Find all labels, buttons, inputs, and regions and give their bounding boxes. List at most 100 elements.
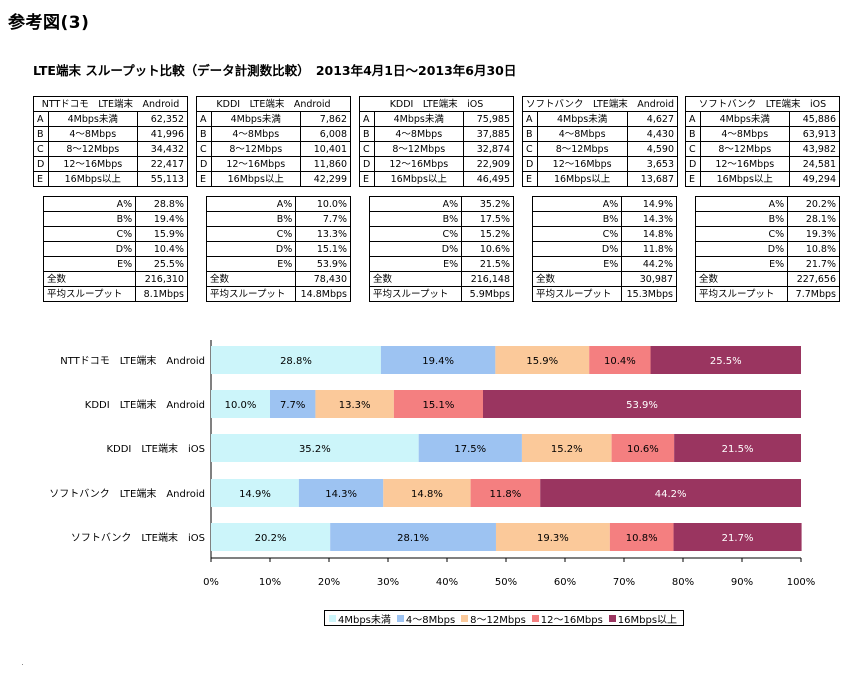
carrier-table-0: NTTドコモ LTE端末 Android A 4Mbps未満 62,352 B 4～8Mb… xyxy=(33,96,189,187)
table-row: 全数 216,310 xyxy=(42,271,188,287)
bar-segment xyxy=(521,434,612,462)
legend-label: 4～8Mbps xyxy=(405,614,456,626)
pct-label: E% xyxy=(205,256,297,272)
row-letter: E xyxy=(196,171,212,187)
pct-label: C% xyxy=(205,226,297,242)
carrier-table-1: KDDI LTE端末 Android A 4Mbps未満 7,862 B 4～8Mbps 6… xyxy=(196,96,352,187)
pct-label: B% xyxy=(694,211,789,227)
pct-value: 15.9% xyxy=(135,226,188,242)
table-row: D 12～16Mbps 22,417 xyxy=(33,156,189,172)
table-row: D% 10.4% xyxy=(42,241,188,257)
row-count: 6,008 xyxy=(299,126,352,142)
table-row: A% 35.2% xyxy=(368,196,514,212)
carrier-summary-3: A% 14.9% B% 14.3% C% 14.8% D% 11.8% E% 44.2% 全数 30,… xyxy=(531,196,677,302)
row-letter: E xyxy=(359,171,375,187)
bar-segment xyxy=(609,523,674,551)
row-range: 12～16Mbps xyxy=(47,156,138,172)
data-label: 10.8% xyxy=(626,533,658,544)
table-row: E% 25.5% xyxy=(42,256,188,272)
legend-swatch xyxy=(608,614,616,622)
row-count: 41,996 xyxy=(136,126,189,142)
table-row: 平均スループット 5.9Mbps xyxy=(368,286,514,302)
data-label: 19.4% xyxy=(422,356,454,367)
table-row: C 8～12Mbps 34,432 xyxy=(33,141,189,157)
table-row: D 12～16Mbps 3,653 xyxy=(522,156,678,172)
pct-value: 11.8% xyxy=(621,241,677,257)
row-range: 8～12Mbps xyxy=(210,141,301,157)
avg-label: 平均スループット xyxy=(694,286,789,302)
pct-value: 10.8% xyxy=(787,241,840,257)
carrier-summary-4: A% 20.2% B% 28.1% C% 19.3% D% 10.8% E% 21.7% 全数 227… xyxy=(694,196,840,302)
bar-segment xyxy=(482,390,801,418)
avg-label: 平均スループット xyxy=(368,286,463,302)
avg-value: 5.9Mbps xyxy=(461,286,514,302)
x-tick-label: 0% xyxy=(203,577,219,588)
pct-value: 14.3% xyxy=(621,211,677,227)
pct-label: D% xyxy=(42,241,137,257)
pct-label: C% xyxy=(531,226,623,242)
legend-item: 4Mbps未満 xyxy=(329,611,391,626)
data-label: 11.8% xyxy=(490,489,522,500)
row-range: 4Mbps未満 xyxy=(210,111,301,127)
page-dot xyxy=(22,664,23,665)
row-letter: A xyxy=(522,111,538,127)
row-range: 4～8Mbps xyxy=(373,126,464,142)
row-letter: D xyxy=(685,156,701,172)
pct-value: 19.3% xyxy=(787,226,840,242)
row-letter: D xyxy=(522,156,538,172)
total-label: 全数 xyxy=(531,271,623,287)
pct-label: D% xyxy=(694,241,789,257)
pct-label: E% xyxy=(42,256,137,272)
row-letter: C xyxy=(33,141,49,157)
table-row: A 4Mbps未満 75,985 xyxy=(359,111,515,127)
pct-label: C% xyxy=(42,226,137,242)
bar-segment xyxy=(611,434,675,462)
data-label: 28.1% xyxy=(397,533,429,544)
pct-label: A% xyxy=(205,196,297,212)
row-letter: C xyxy=(359,141,375,157)
data-label: 10.0% xyxy=(225,400,257,411)
table-row: 全数 78,430 xyxy=(205,271,351,287)
total-label: 全数 xyxy=(205,271,297,287)
x-tick-label: 50% xyxy=(495,577,517,588)
category-label: KDDI LTE端末 Android xyxy=(85,398,205,411)
table-row: B% 17.5% xyxy=(368,211,514,227)
table-row: C% 13.3% xyxy=(205,226,351,242)
data-label: 53.9% xyxy=(626,400,658,411)
table-row: A% 28.8% xyxy=(42,196,188,212)
legend-item: 4～8Mbps xyxy=(396,611,456,626)
row-count: 7,862 xyxy=(299,111,352,127)
x-tick-label: 40% xyxy=(436,577,458,588)
carrier-table-3: ソフトバンク LTE端末 Android A 4Mbps未満 4,627 B 4～8Mbp… xyxy=(522,96,678,187)
row-letter: B xyxy=(359,126,375,142)
data-label: 21.7% xyxy=(722,533,754,544)
table-header: KDDI LTE端末 iOS xyxy=(359,96,514,112)
data-label: 15.1% xyxy=(423,400,455,411)
table-row: C% 14.8% xyxy=(531,226,677,242)
pct-value: 10.6% xyxy=(461,241,514,257)
row-letter: C xyxy=(196,141,212,157)
table-row: D 12～16Mbps 22,909 xyxy=(359,156,515,172)
row-count: 3,653 xyxy=(626,156,678,172)
table-header: ソフトバンク LTE端末 Android xyxy=(522,96,678,112)
data-label: 7.7% xyxy=(280,400,305,411)
x-tick-label: 60% xyxy=(554,577,576,588)
row-range: 8～12Mbps xyxy=(699,141,790,157)
table-row: E% 21.7% xyxy=(694,256,840,272)
carrier-table-4: ソフトバンク LTE端末 iOS A 4Mbps未満 45,886 B 4～8Mbps 63… xyxy=(685,96,841,187)
bar-segment xyxy=(540,479,801,507)
table-row: B% 7.7% xyxy=(205,211,351,227)
x-tick-label: 100% xyxy=(787,577,816,588)
x-tick-label: 70% xyxy=(613,577,635,588)
row-letter: A xyxy=(359,111,375,127)
pct-label: A% xyxy=(368,196,463,212)
row-range: 12～16Mbps xyxy=(210,156,301,172)
data-label: 13.3% xyxy=(339,400,371,411)
chart-title: LTE端末 スループット比較（データ計測数比較） 2013年4月1日～2013年… xyxy=(33,63,517,78)
carrier-table-2: KDDI LTE端末 iOS A 4Mbps未満 75,985 B 4～8Mbps 37,8… xyxy=(359,96,515,187)
row-letter: A xyxy=(685,111,701,127)
pct-value: 21.7% xyxy=(787,256,840,272)
row-letter: B xyxy=(685,126,701,142)
row-count: 4,590 xyxy=(626,141,678,157)
table-row: C% 15.2% xyxy=(368,226,514,242)
